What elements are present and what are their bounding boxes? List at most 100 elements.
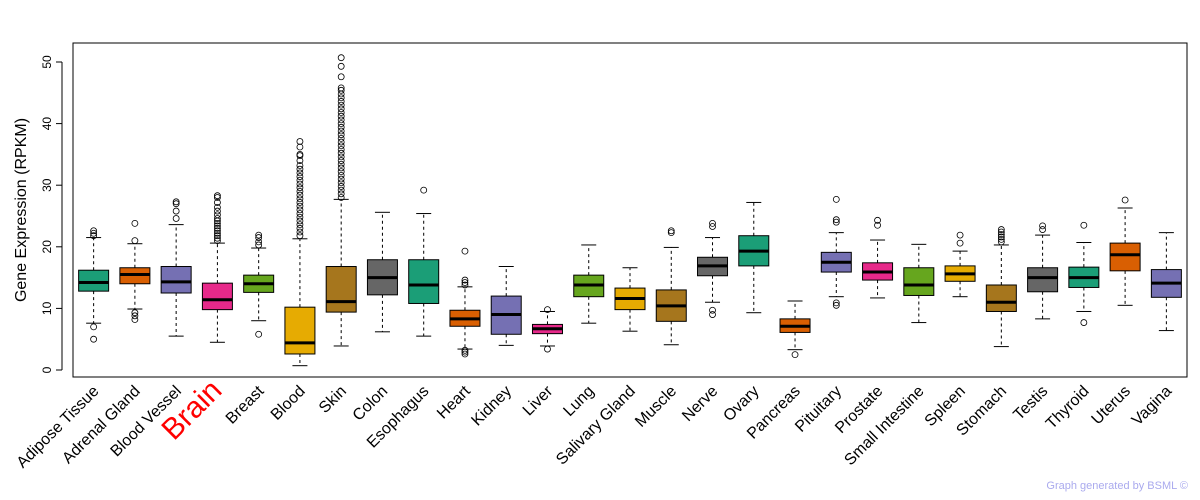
outlier-point <box>461 350 469 358</box>
outlier-point <box>214 211 221 219</box>
outlier-point <box>296 195 304 203</box>
x-tick-label: Uterus <box>1089 383 1134 428</box>
outlier-point <box>90 335 98 343</box>
outlier-point <box>997 226 1005 233</box>
x-tick-label: Thyroid <box>1043 383 1093 433</box>
outlier-point <box>337 94 345 102</box>
outlier-point <box>337 116 345 124</box>
outlier-point <box>337 142 345 150</box>
outlier-point <box>337 120 345 127</box>
outlier-point <box>997 238 1005 246</box>
outlier-point <box>420 186 428 194</box>
outlier-point <box>461 247 469 255</box>
outlier-point <box>214 222 221 230</box>
outlier-point <box>255 241 263 249</box>
outlier-point <box>296 232 304 240</box>
outlier-point <box>337 146 345 153</box>
outlier-point <box>296 187 304 195</box>
box-adipose-tissue <box>78 269 110 292</box>
outlier-point <box>337 186 345 194</box>
outlier-point <box>296 202 304 210</box>
outlier-point <box>997 231 1005 238</box>
outlier-point <box>90 232 98 240</box>
outlier-point <box>1080 221 1088 229</box>
outlier-point <box>214 219 221 227</box>
outlier-point <box>337 62 345 70</box>
outlier-point <box>296 221 304 229</box>
outlier-point <box>461 346 469 354</box>
outlier-point <box>997 228 1005 236</box>
outlier-point <box>296 138 304 145</box>
outlier-point <box>337 86 345 94</box>
outlier-point <box>956 239 964 247</box>
outlier-point <box>337 123 345 131</box>
x-tick-label: Blood <box>268 383 309 424</box>
outlier-point <box>1121 196 1129 204</box>
outlier-point <box>709 219 716 227</box>
outlier-point <box>337 153 345 161</box>
outlier-point <box>337 84 345 92</box>
outlier-point <box>337 134 345 142</box>
outlier-point <box>214 237 221 245</box>
y-axis-label: Gene Expression (RPKM) <box>13 118 30 302</box>
outlier-point <box>172 198 180 206</box>
outlier-point <box>296 224 304 232</box>
outlier-point <box>172 207 180 215</box>
outlier-point <box>296 213 304 221</box>
outlier-point <box>337 138 345 146</box>
outlier-point <box>832 218 840 226</box>
outlier-point <box>997 233 1005 241</box>
outlier-point <box>461 281 469 289</box>
outlier-point <box>214 229 221 237</box>
credit-text: Graph generated by BSML © <box>1046 480 1188 492</box>
outlier-point <box>337 98 345 105</box>
outlier-point <box>296 176 304 184</box>
outlier-point <box>214 234 221 242</box>
plot-frame <box>72 42 1188 378</box>
outlier-point <box>1039 222 1046 230</box>
outlier-point <box>1080 319 1088 326</box>
outlier-point <box>461 276 469 284</box>
outlier-point <box>296 191 304 199</box>
x-tick-label: Nerve <box>679 383 721 425</box>
y-tick-label: 20 <box>40 240 54 254</box>
y-tick-label: 40 <box>40 117 54 131</box>
x-tick-label: Breast <box>223 382 268 427</box>
outlier-point <box>296 165 304 173</box>
outlier-point <box>337 179 345 187</box>
outlier-point <box>337 109 345 116</box>
box-blood-vessel <box>160 266 192 294</box>
outlier-point <box>255 234 263 241</box>
outlier-point <box>337 171 345 179</box>
outlier-point <box>255 231 263 239</box>
outlier-point <box>131 312 139 320</box>
box-stomach <box>985 284 1017 312</box>
outlier-point <box>131 219 139 227</box>
x-tick-label: Skin <box>316 383 350 417</box>
outlier-point <box>296 184 304 192</box>
outlier-point <box>90 323 98 331</box>
outlier-point <box>667 227 675 235</box>
outlier-point <box>832 299 840 307</box>
outlier-point <box>131 309 139 317</box>
outlier-point <box>461 348 469 356</box>
box-testis <box>1027 267 1059 293</box>
outlier-point <box>90 227 98 235</box>
x-tick-label: Lung <box>560 383 597 420</box>
outlier-point <box>131 237 139 245</box>
outlier-point <box>874 221 881 229</box>
y-tick-label: 50 <box>40 55 54 69</box>
outlier-point <box>337 73 345 81</box>
outlier-point <box>709 223 716 230</box>
outlier-point <box>832 216 840 224</box>
y-tick-label: 0 <box>40 366 54 373</box>
outlier-point <box>255 238 263 246</box>
outlier-point <box>832 195 840 203</box>
outlier-point <box>544 306 551 314</box>
outlier-point <box>337 194 345 201</box>
outlier-point <box>296 143 304 151</box>
outlier-point <box>214 224 221 232</box>
outlier-point <box>337 105 345 113</box>
box-blood <box>284 306 316 355</box>
outlier-point <box>172 215 180 222</box>
